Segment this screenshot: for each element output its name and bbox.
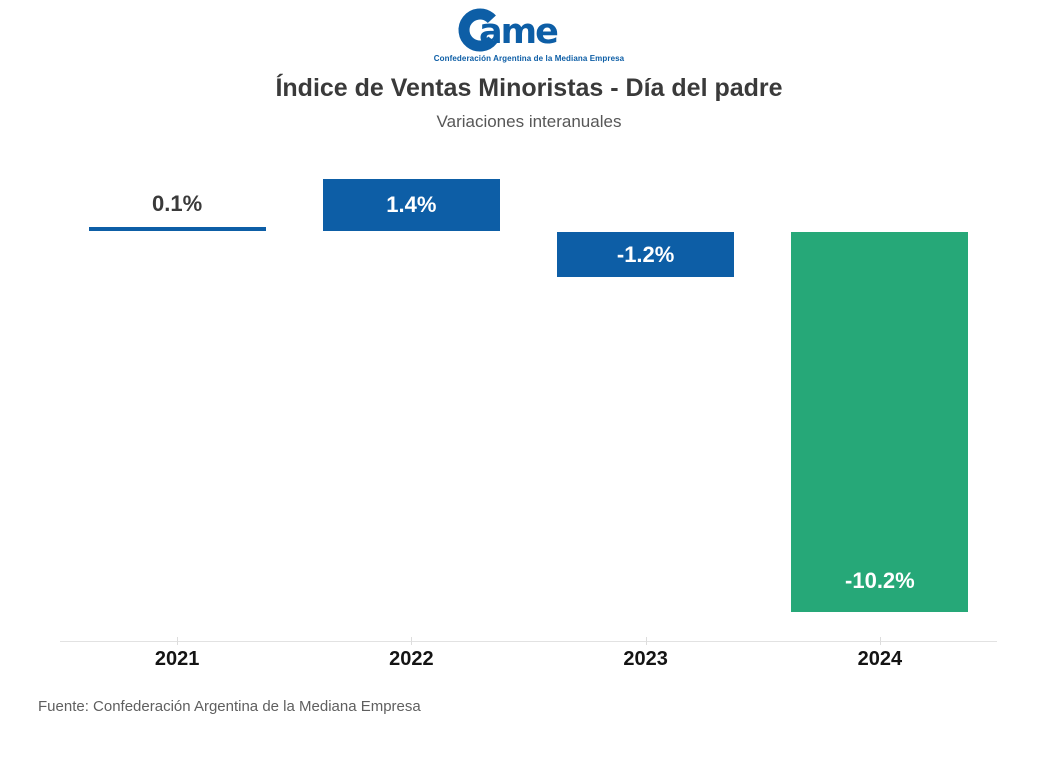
source-note: Fuente: Confederación Argentina de la Me…: [38, 698, 421, 715]
chart-title: Índice de Ventas Minoristas - Día del pa…: [275, 74, 783, 102]
x-axis-tick: [177, 637, 178, 645]
bar-2024: [791, 232, 969, 612]
x-axis-label-2024: 2024: [857, 648, 903, 670]
x-axis-label-2022: 2022: [389, 648, 434, 670]
x-axis-tick: [646, 637, 647, 645]
bar-value-label-2022: 1.4%: [386, 192, 437, 217]
bar-2023: [557, 232, 735, 277]
came-logo-icon: ame: [458, 8, 560, 52]
x-axis-label-2021: 2021: [154, 648, 200, 670]
logo-tagline: Confederación Argentina de la Mediana Em…: [433, 54, 625, 63]
x-axis-tick: [880, 637, 881, 645]
bar-2022: [322, 179, 500, 231]
bar-2021: [88, 227, 266, 231]
bar-value-label-2024: -10.2%: [845, 568, 915, 593]
logo: ame Confederación Argentina de la Median…: [0, 6, 1058, 63]
chart-subtitle: Variaciones interanuales: [436, 112, 622, 131]
bar-value-label-2021: 0.1%: [152, 191, 203, 216]
svg-text:ame: ame: [479, 12, 558, 52]
x-axis-tick: [411, 637, 412, 645]
x-axis-line: [60, 641, 997, 642]
bar-value-label-2023: -1.2%: [616, 241, 675, 267]
x-axis-label-2023: 2023: [623, 648, 668, 670]
